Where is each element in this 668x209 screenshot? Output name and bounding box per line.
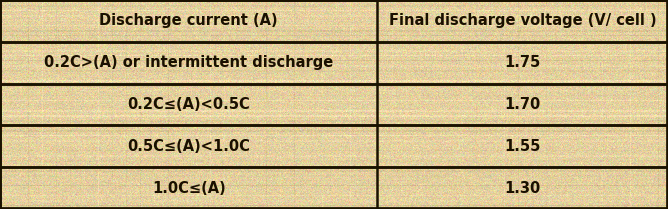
Text: 1.30: 1.30 bbox=[504, 181, 541, 196]
Text: Final discharge voltage (V/ cell ): Final discharge voltage (V/ cell ) bbox=[389, 13, 657, 28]
Text: 1.70: 1.70 bbox=[504, 97, 541, 112]
Text: Discharge current (A): Discharge current (A) bbox=[100, 13, 278, 28]
Text: 0.2C≤(A)<0.5C: 0.2C≤(A)<0.5C bbox=[128, 97, 250, 112]
Text: 1.55: 1.55 bbox=[504, 139, 541, 154]
Text: 1.0C≤(A): 1.0C≤(A) bbox=[152, 181, 226, 196]
Text: 0.5C≤(A)<1.0C: 0.5C≤(A)<1.0C bbox=[128, 139, 250, 154]
Text: 1.75: 1.75 bbox=[504, 55, 541, 70]
Text: 0.2C>(A) or intermittent discharge: 0.2C>(A) or intermittent discharge bbox=[44, 55, 333, 70]
